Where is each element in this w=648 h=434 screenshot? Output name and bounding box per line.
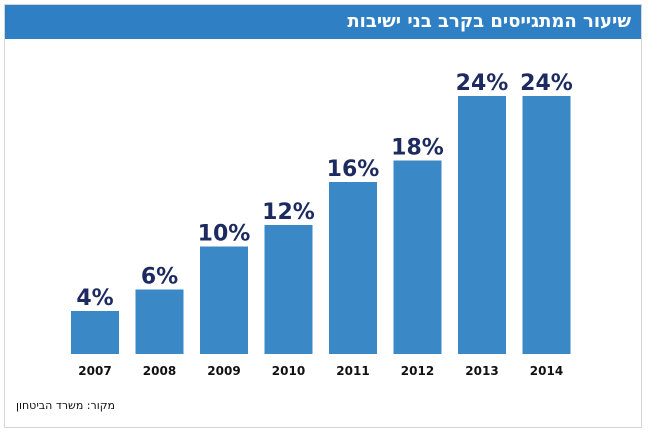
bar-2008 bbox=[135, 289, 184, 354]
bar-2007 bbox=[71, 311, 119, 354]
chart-title: שיעור המתגייסים בקרב בני ישיבות bbox=[347, 11, 631, 32]
year-label-2007: 2007 bbox=[78, 364, 111, 378]
value-label-2012: 18% bbox=[391, 136, 444, 161]
value-label-2010: 12% bbox=[262, 200, 315, 225]
bar-2009 bbox=[200, 246, 248, 354]
year-label-2011: 2011 bbox=[336, 364, 369, 378]
year-label-2009: 2009 bbox=[207, 364, 240, 378]
value-label-2014: 24% bbox=[520, 71, 573, 96]
value-label-2013: 24% bbox=[456, 71, 509, 96]
bar-2012 bbox=[393, 160, 442, 354]
year-label-2008: 2008 bbox=[143, 364, 176, 378]
value-label-2011: 16% bbox=[327, 157, 380, 182]
bar-2014 bbox=[522, 96, 571, 354]
bar-2013 bbox=[458, 96, 506, 354]
year-label-2012: 2012 bbox=[401, 364, 434, 378]
chart-header: שיעור המתגייסים בקרב בני ישיבות bbox=[5, 5, 641, 39]
value-label-2008: 6% bbox=[141, 265, 178, 290]
bar-2011 bbox=[329, 182, 377, 354]
year-label-2013: 2013 bbox=[465, 364, 498, 378]
bar-2010 bbox=[264, 225, 313, 354]
year-label-2010: 2010 bbox=[272, 364, 305, 378]
year-label-2014: 2014 bbox=[530, 364, 563, 378]
value-label-2009: 10% bbox=[198, 222, 251, 247]
value-label-2007: 4% bbox=[76, 286, 113, 311]
source-note: מקור: משרד הביטחון bbox=[16, 399, 115, 412]
